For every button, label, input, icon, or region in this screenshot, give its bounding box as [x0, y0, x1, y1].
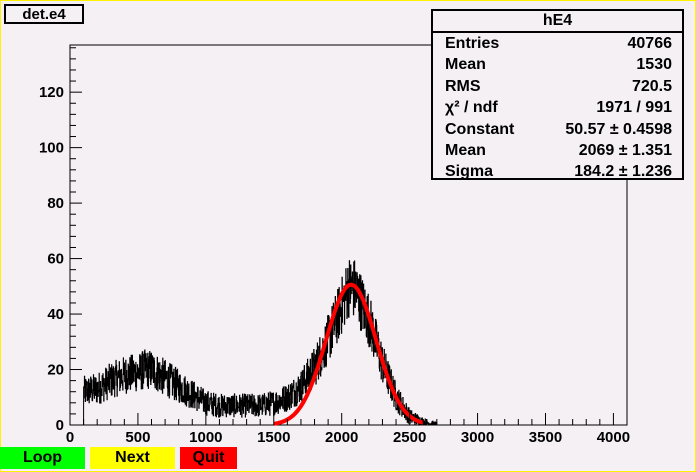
y-tick-label: 20	[47, 362, 64, 379]
x-tick-label: 1500	[257, 429, 290, 446]
quit-button[interactable]: Quit	[180, 447, 237, 469]
stats-row: Constant 50.57 ± 0.4598	[433, 119, 682, 140]
x-tick-label: 3500	[529, 429, 562, 446]
stats-row: Mean 1530	[433, 54, 682, 75]
plot-frame	[69, 44, 628, 426]
x-tick-label: 2000	[325, 429, 358, 446]
canvas-title: det.e4	[4, 4, 84, 24]
histogram-bars	[83, 260, 438, 426]
stats-value: 50.57 ± 0.4598	[565, 120, 672, 138]
stats-row: Sigma 184.2 ± 1.236	[433, 161, 682, 182]
x-tick-label: 3000	[461, 429, 494, 446]
stats-title: hE4	[433, 11, 682, 33]
stats-label: Constant	[445, 120, 515, 138]
x-tick-label: 500	[125, 429, 150, 446]
stats-row: RMS 720.5	[433, 76, 682, 97]
stats-label: RMS	[445, 77, 481, 95]
x-tick-label: 2500	[393, 429, 426, 446]
stats-box: hE4 Entries 40766 Mean 1530 RMS 720.5 χ²…	[431, 9, 684, 180]
stats-label: χ² / ndf	[445, 99, 498, 117]
x-tick-label: 0	[66, 429, 74, 446]
stats-row: χ² / ndf 1971 / 991	[433, 97, 682, 118]
gaussian-fit-line	[273, 282, 424, 426]
y-tick-label: 80	[47, 195, 64, 212]
stats-value: 1971 / 991	[596, 99, 672, 117]
y-tick-label: 60	[47, 251, 64, 268]
stats-row: Mean 2069 ± 1.351	[433, 140, 682, 161]
stats-value: 2069 ± 1.351	[578, 141, 672, 159]
next-button[interactable]: Next	[90, 447, 175, 469]
stats-value: 720.5	[631, 77, 672, 95]
stats-value: 40766	[627, 35, 673, 52]
loop-button[interactable]: Loop	[0, 447, 85, 469]
stats-value: 1530	[636, 56, 672, 74]
y-tick-label: 40	[47, 306, 64, 323]
stats-value: 184.2 ± 1.236	[574, 163, 672, 181]
stats-label: Mean	[445, 141, 486, 159]
x-tick-label: 4000	[597, 429, 630, 446]
y-tick-label: 120	[39, 84, 64, 101]
stats-label: Sigma	[445, 163, 494, 181]
y-tick-label: 100	[39, 140, 64, 157]
stats-label: Entries	[445, 35, 500, 52]
stats-label: Mean	[445, 56, 486, 74]
stats-row: Entries 40766	[433, 33, 682, 54]
x-tick-label: 1000	[189, 429, 222, 446]
y-tick-label: 0	[56, 417, 64, 434]
